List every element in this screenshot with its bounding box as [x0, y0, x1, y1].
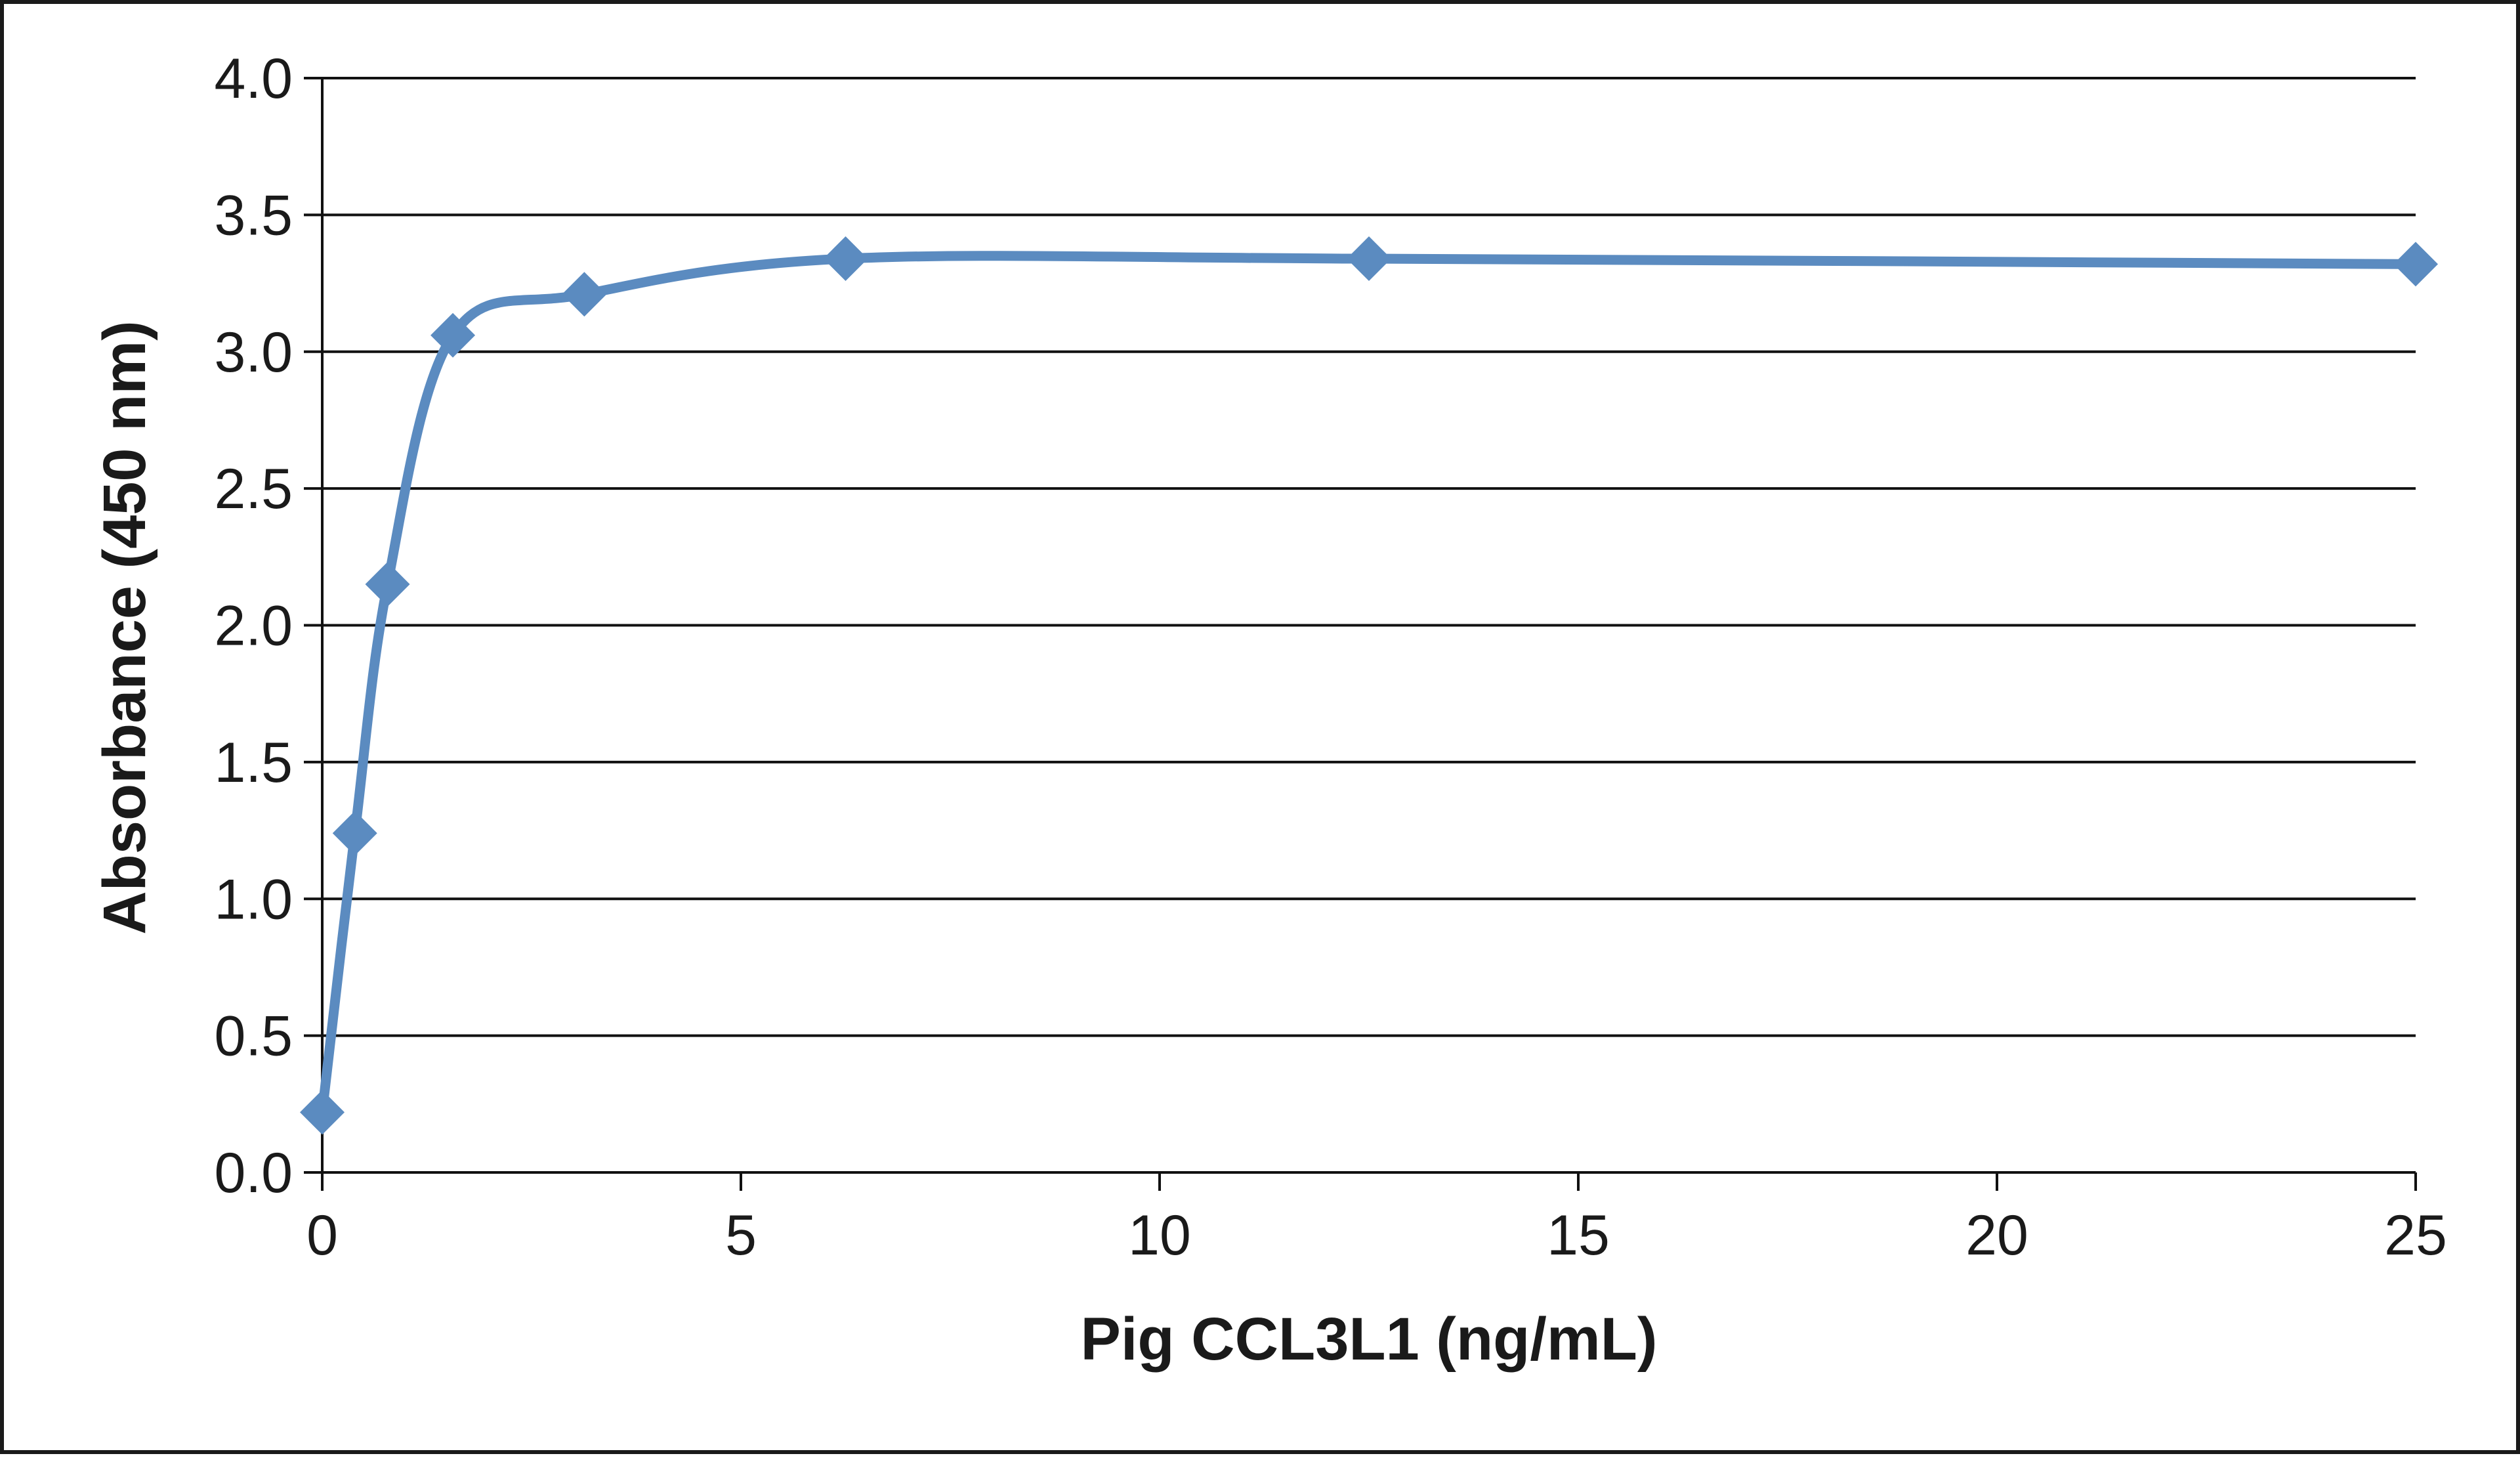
data-point-0 — [300, 1090, 345, 1135]
data-point-2 — [365, 561, 410, 607]
data-point-3 — [430, 312, 476, 358]
x-axis-title: Pig CCL3L1 (ng/mL) — [1080, 1306, 1657, 1373]
series-line-0 — [317, 251, 2421, 1117]
x-tick-label-2: 10 — [1128, 1204, 1191, 1267]
data-point-5 — [823, 236, 868, 282]
y-tick-label-1: 0.5 — [214, 1005, 293, 1068]
tick-labels: 0.0 0.5 1.0 1.5 2.0 2.5 3.0 3.5 4.0 0 5 10 15 20 25 — [214, 47, 2446, 1267]
x-tick-label-1: 5 — [725, 1204, 757, 1267]
y-tick-label-3: 1.5 — [214, 731, 293, 794]
y-axis-title: Absorbance (450 nm) — [91, 320, 158, 935]
x-tick-label-3: 15 — [1547, 1204, 1610, 1267]
y-tick-label-5: 2.5 — [214, 458, 293, 521]
series — [300, 236, 2438, 1135]
absorbance-line-chart: 0.0 0.5 1.0 1.5 2.0 2.5 3.0 3.5 4.0 0 5 10 15 20 25 Pi… — [91, 47, 2447, 1373]
x-tick-label-4: 20 — [1965, 1204, 2028, 1267]
axes — [304, 77, 2417, 1191]
y-tick-label-4: 2.0 — [214, 595, 293, 658]
x-tick-label-0: 0 — [306, 1204, 338, 1267]
x-tick-label-5: 25 — [2384, 1204, 2447, 1267]
data-point-4 — [562, 272, 607, 317]
data-point-7 — [2393, 242, 2438, 287]
data-point-1 — [332, 811, 377, 856]
gridlines — [322, 77, 2416, 1037]
y-tick-label-2: 1.0 — [214, 868, 293, 931]
y-tick-label-0: 0.0 — [214, 1142, 293, 1205]
data-point-6 — [1347, 236, 1391, 282]
y-tick-label-6: 3.0 — [214, 321, 293, 384]
y-tick-label-8: 4.0 — [214, 47, 293, 110]
y-tick-label-7: 3.5 — [214, 184, 293, 247]
